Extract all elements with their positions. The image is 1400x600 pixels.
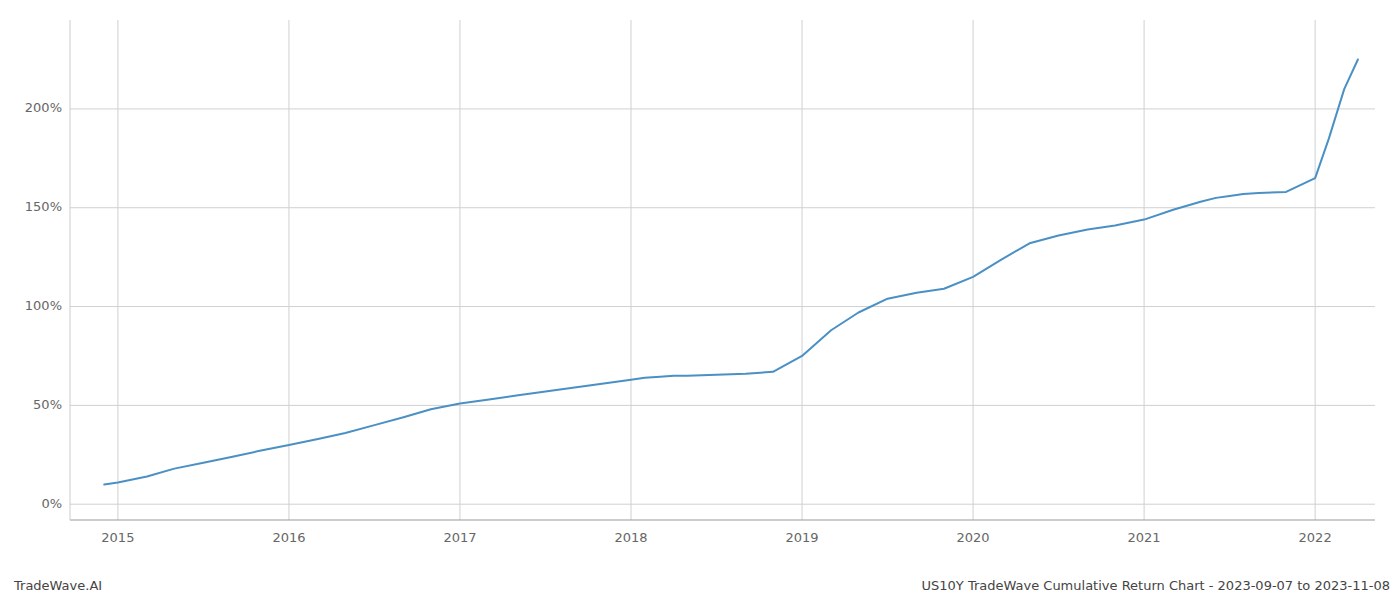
y-grid-line [70,108,1375,109]
title: US10Y TradeWave Cumulative Return Chart … [922,578,1390,593]
x-tick-label: 2020 [957,530,990,545]
y-tick-label: 100% [25,298,62,313]
x-grid-line [1315,20,1316,520]
y-grid-line [70,504,1375,505]
x-tick-label: 2021 [1128,530,1161,545]
x-grid-line [802,20,803,520]
y-tick-label: 150% [25,199,62,214]
x-grid-line [1144,20,1145,520]
chart: 0% 50% 100% 150% 200% 2015 2016 2017 2018 2019 202… [0,0,1400,600]
plot-area [104,60,1358,485]
x-tick-label: 2015 [101,530,134,545]
y-axis-line [70,20,71,520]
y-tick-label: 200% [25,100,62,115]
x-tick-label: 2016 [272,530,305,545]
grid [70,20,1375,520]
data-line [104,60,1358,485]
axes: 0% 50% 100% 150% 200% 2015 2016 2017 2018 2019 202… [25,20,1375,545]
y-tick-label: 0% [41,496,62,511]
x-axis-line [70,520,1375,521]
x-grid-line [973,20,974,520]
y-grid-line [70,306,1375,307]
x-tick-label: 2018 [614,530,647,545]
x-tick-label: 2022 [1299,530,1332,545]
y-tick-label: 50% [33,397,62,412]
x-tick-label: 2019 [785,530,818,545]
x-tick-label: 2017 [443,530,476,545]
watermark: TradeWave.AI [13,578,102,593]
x-grid-line [117,20,118,520]
x-grid-line [630,20,631,520]
y-grid-line [70,405,1375,406]
x-grid-line [459,20,460,520]
